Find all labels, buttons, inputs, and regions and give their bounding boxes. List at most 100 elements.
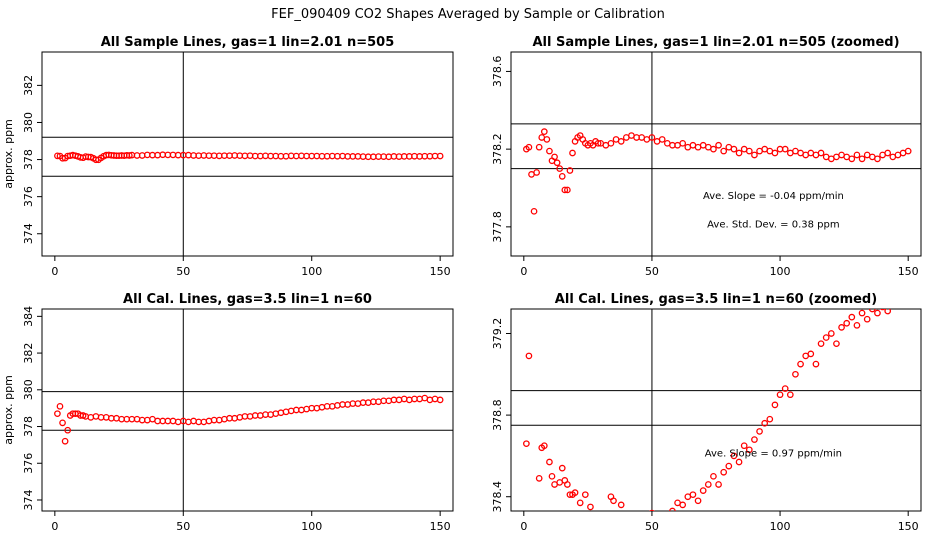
data-point [436, 152, 444, 160]
data-point [843, 319, 851, 327]
data-point [689, 491, 697, 499]
data-point [546, 458, 553, 466]
annotation: Ave. Std. Dev. = 0.38 ppm [707, 219, 839, 230]
data-point [236, 413, 244, 421]
data-point [525, 352, 533, 360]
x-tick-label: 0 [520, 265, 527, 278]
data-point [561, 186, 569, 194]
data-point [548, 472, 556, 480]
x-tick-label: 50 [645, 265, 659, 278]
panel-title: All Sample Lines, gas=1 lin=2.01 n=505 [101, 35, 395, 50]
data-point [610, 497, 617, 505]
data-point [54, 410, 61, 418]
data-point [598, 512, 603, 517]
data-point [874, 155, 881, 163]
data-point [740, 442, 748, 450]
data-point [848, 313, 856, 321]
data-point [436, 396, 444, 404]
data-point [792, 370, 799, 378]
data-point [277, 409, 285, 417]
data-point [853, 151, 861, 159]
data-point [858, 155, 866, 163]
y-tick-label: 382 [22, 343, 35, 364]
data-point [720, 468, 728, 476]
data-point [665, 514, 670, 519]
y-tick-label: 379.2 [491, 318, 504, 350]
data-point [287, 407, 295, 415]
data-point [540, 442, 548, 450]
data-point [318, 403, 326, 411]
data-point [617, 501, 625, 509]
data-point [679, 501, 687, 509]
data-point [884, 309, 892, 315]
data-point [54, 152, 61, 160]
data-point [720, 147, 728, 155]
y-tick-label: 374 [22, 223, 35, 244]
data-point [576, 499, 584, 507]
y-tick-label: 378.4 [491, 481, 504, 513]
data-point [699, 487, 707, 494]
data-point [535, 143, 543, 151]
data-point [658, 136, 666, 143]
data-point [581, 491, 589, 499]
data-point [812, 360, 820, 368]
y-tick-label: 374 [22, 489, 35, 510]
data-point [564, 481, 571, 488]
data-point [745, 446, 753, 454]
data-point [715, 481, 722, 488]
data-point [833, 340, 840, 348]
y-tick-label: 382 [22, 75, 35, 96]
data-point [669, 507, 676, 511]
x-tick-label: 50 [176, 265, 190, 278]
data-point [807, 350, 815, 358]
data-point [533, 169, 540, 176]
plot-frame [41, 51, 454, 257]
data-point [771, 401, 779, 409]
data-point [400, 395, 408, 403]
annotation: Ave. Slope = 0.97 ppm/min [705, 448, 842, 459]
data-point [761, 419, 769, 427]
x-tick-label: 100 [301, 265, 322, 278]
x-tick-label: 100 [770, 265, 791, 278]
data-point [558, 464, 566, 472]
data-point [715, 141, 722, 149]
data-points [523, 128, 912, 215]
data-point [525, 143, 533, 151]
data-point [874, 309, 881, 317]
figure-title: FEF_090409 CO2 Shapes Averaged by Sample… [271, 7, 665, 22]
data-point [786, 391, 794, 399]
data-point [282, 408, 290, 416]
data-point [61, 437, 69, 445]
data-point [87, 413, 95, 421]
y-tick-label: 378 [22, 416, 35, 437]
y-tick-label: 378 [22, 149, 35, 170]
y-axis-label: approx. ppm [2, 375, 15, 445]
data-point [853, 321, 861, 329]
panel-sample-zoomed: All Sample Lines, gas=1 lin=2.01 n=505 (… [491, 35, 922, 278]
data-point [735, 458, 743, 466]
data-point [571, 489, 579, 496]
data-point [863, 315, 871, 323]
data-points [54, 394, 444, 445]
data-point [587, 503, 594, 511]
plot-frame [41, 308, 454, 512]
data-point [884, 149, 892, 157]
data-point [781, 145, 789, 153]
data-point [730, 145, 738, 153]
data-point [710, 472, 717, 480]
data-point [405, 396, 413, 404]
data-point [771, 149, 779, 157]
data-point [553, 159, 561, 167]
data-point [190, 417, 197, 425]
y-tick-label: 378.8 [491, 399, 504, 431]
data-point [426, 396, 434, 404]
data-point [634, 516, 639, 521]
data-point [569, 149, 576, 157]
data-point [766, 415, 774, 423]
data-point [679, 139, 687, 147]
data-point [858, 309, 866, 317]
data-point [629, 514, 634, 519]
data-point [558, 172, 566, 180]
data-point [904, 147, 912, 155]
panel-calibration-zoomed: All Cal. Lines, gas=3.5 lin=1 n=60 (zoom… [491, 292, 922, 533]
